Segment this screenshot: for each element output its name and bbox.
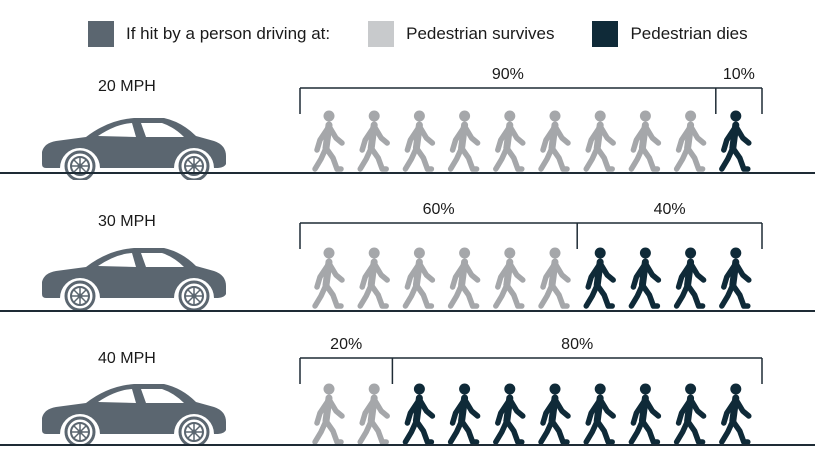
survives-percent-label: 20%: [330, 336, 362, 353]
car-window-front: [98, 389, 136, 403]
speed-label: 30 MPH: [98, 213, 156, 230]
chart-row-40-mph: 40 MPH 20% 80%: [0, 336, 815, 470]
car-window-rear: [141, 253, 184, 267]
legend-item-survives: Pedestrian survives: [368, 21, 554, 47]
pedestrian-survives-icon: [628, 110, 662, 172]
legend-item-speed: If hit by a person driving at:: [88, 21, 330, 47]
speed-label: 40 MPH: [98, 350, 156, 367]
survives-percent-label: 60%: [423, 201, 455, 218]
car-icon: [42, 248, 226, 310]
pedestrian-survives-icon: [357, 110, 390, 172]
car-window-front: [98, 123, 136, 137]
pedestrian-survives-icon: [583, 110, 616, 172]
ground-line: [0, 310, 815, 312]
legend-label-survives: Pedestrian survives: [406, 24, 555, 43]
pedestrian-dies-icon: [673, 247, 707, 309]
car-body: [42, 248, 226, 298]
pedestrian-survives-icon: [493, 110, 526, 172]
pedestrian-dies-icon: [719, 247, 752, 309]
pedestrian-survives-icon: [402, 247, 436, 309]
legend-item-dies: Pedestrian dies: [592, 21, 748, 47]
pedestrian-dies-icon: [583, 247, 616, 309]
legend-swatch-speed: [88, 21, 114, 47]
pedestrian-survives-icon: [447, 110, 481, 172]
pedestrian-survives-icon: [312, 110, 345, 172]
pedestrian-dies-icon: [447, 383, 481, 445]
bracket: [299, 357, 763, 384]
car-window-rear: [141, 389, 184, 403]
pedestrian-dies-icon: [719, 383, 752, 445]
legend: If hit by a person driving at: Pedestria…: [88, 20, 748, 48]
survives-percent-label: 90%: [492, 66, 524, 83]
bracket: [299, 87, 763, 114]
car-wheel-rear: [178, 416, 210, 446]
car-body: [42, 384, 226, 434]
car-wheel-front: [64, 280, 96, 310]
pedestrian-dies-icon: [402, 383, 436, 445]
car-wheel-rear: [178, 280, 210, 310]
legend-swatch-dies: [592, 21, 619, 47]
pedestrian-dies-icon: [538, 383, 571, 445]
bracket: [299, 222, 763, 249]
speed-label: 20 MPH: [98, 78, 156, 95]
legend-swatch-survives: [368, 21, 395, 47]
chart-row-20-mph: 20 MPH 90% 10%: [0, 66, 815, 202]
car-wheel-front: [64, 416, 96, 446]
pedestrian-survives-icon: [312, 383, 345, 445]
chart-row-30-mph: 30 MPH 60% 40%: [0, 200, 815, 330]
car-window-front: [98, 253, 136, 267]
dies-percent-label: 40%: [654, 201, 686, 218]
pedestrian-survives-icon: [357, 247, 390, 309]
legend-label-speed: If hit by a person driving at:: [126, 24, 331, 43]
legend-label-dies: Pedestrian dies: [630, 24, 748, 43]
pedestrian-survives-icon: [312, 247, 345, 309]
pedestrian-survives-icon: [673, 110, 707, 172]
pedestrian-figures: 20% 80%: [299, 336, 763, 445]
pedestrian-dies-icon: [628, 247, 662, 309]
car-icon: [42, 384, 226, 446]
ground-line: [0, 444, 815, 446]
pedestrian-dies-icon: [673, 383, 707, 445]
pedestrian-survives-icon: [538, 247, 571, 309]
pedestrian-figures: 90% 10%: [299, 66, 763, 172]
pedestrian-dies-icon: [493, 383, 526, 445]
pedestrian-survives-icon: [402, 110, 436, 172]
dies-percent-label: 10%: [723, 66, 755, 83]
pedestrian-survives-icon: [538, 110, 571, 172]
dies-percent-label: 80%: [561, 336, 593, 353]
pedestrian-survives-icon: [447, 247, 481, 309]
pedestrian-survives-icon: [357, 383, 390, 445]
pedestrian-figures: 60% 40%: [299, 201, 763, 309]
pedestrian-dies-icon: [628, 383, 662, 445]
pedestrian-dies-icon: [719, 110, 752, 172]
pedestrian-survives-icon: [493, 247, 526, 309]
ground-line: [0, 172, 815, 174]
pedestrian-dies-icon: [583, 383, 616, 445]
car-window-rear: [141, 123, 184, 137]
car-body: [42, 118, 226, 168]
